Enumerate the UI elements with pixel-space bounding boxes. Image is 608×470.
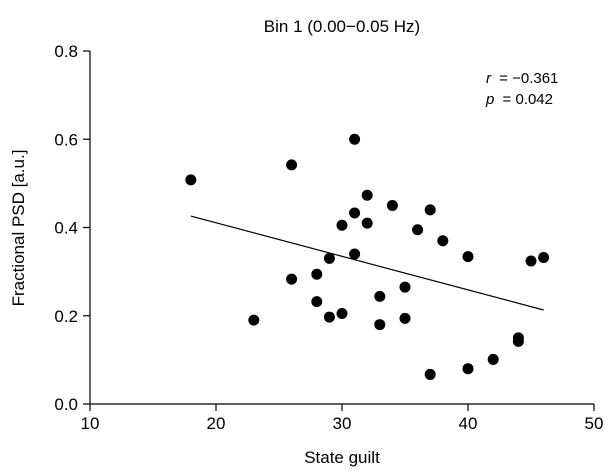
data-point: [386, 199, 398, 211]
x-tick-label: 10: [81, 414, 100, 433]
data-point: [248, 314, 260, 326]
y-tick-label: 0.4: [54, 219, 78, 238]
data-point: [374, 290, 386, 302]
data-point: [361, 189, 373, 201]
data-point: [412, 224, 424, 236]
p-value: = 0.042: [503, 91, 553, 108]
data-point: [361, 217, 373, 229]
data-point: [349, 207, 361, 219]
data-point: [349, 133, 361, 145]
x-axis: 10 20 30 40 50: [81, 403, 604, 433]
data-point: [399, 312, 411, 324]
y-tick-label: 0.8: [54, 42, 78, 61]
data-point: [286, 273, 298, 285]
data-point: [323, 311, 335, 323]
stats-annotation: r = −0.361 p = 0.042: [485, 70, 558, 108]
r-symbol: r: [486, 70, 492, 87]
y-tick-label: 0.0: [54, 395, 78, 414]
data-point: [311, 268, 323, 280]
x-tick-label: 20: [207, 414, 226, 433]
data-point: [462, 251, 474, 263]
data-point: [336, 308, 348, 320]
y-tick-label: 0.2: [54, 307, 78, 326]
r-annotation: r = −0.361: [486, 70, 558, 87]
data-point: [525, 255, 537, 267]
data-point: [311, 296, 323, 308]
x-axis-label: State guilt: [304, 448, 380, 467]
data-point: [424, 204, 436, 216]
x-tick-label: 50: [585, 414, 604, 433]
chart-title: Bin 1 (0.00−0.05 Hz): [264, 17, 420, 36]
data-point: [336, 219, 348, 231]
data-point: [512, 335, 524, 347]
data-point: [399, 281, 411, 293]
p-symbol: p: [485, 91, 494, 108]
data-point: [323, 252, 335, 264]
y-axis-label: Fractional PSD [a.u.]: [9, 150, 28, 307]
data-points: [185, 133, 550, 380]
data-point: [374, 319, 386, 331]
data-point: [286, 159, 298, 171]
y-tick-label: 0.6: [54, 130, 78, 149]
r-value: = −0.361: [499, 70, 558, 87]
data-point: [185, 174, 197, 186]
x-tick-label: 40: [459, 414, 478, 433]
data-point: [349, 248, 361, 260]
data-point: [437, 235, 449, 247]
y-axis: 0.0 0.2 0.4 0.6 0.8: [54, 42, 91, 414]
regression-line: [190, 215, 544, 311]
data-point: [538, 252, 550, 264]
x-tick-label: 30: [333, 414, 352, 433]
p-annotation: p = 0.042: [485, 91, 553, 108]
data-point: [424, 368, 436, 380]
data-point: [487, 353, 499, 365]
data-point: [462, 363, 474, 375]
